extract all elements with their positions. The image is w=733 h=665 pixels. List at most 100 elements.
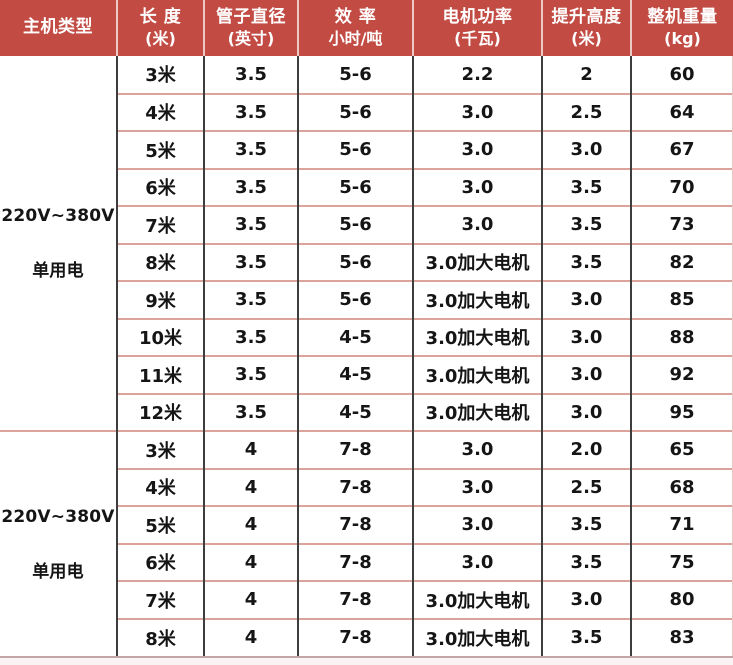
- cell: 7-8: [297, 580, 413, 619]
- cell: 6米: [116, 167, 204, 206]
- cell: 3.0: [412, 542, 542, 581]
- cell: 67: [630, 130, 733, 169]
- table-row: 10米 3.5 4-5 3.0加大电机 3.0 88: [0, 317, 733, 356]
- cell: 2.5: [541, 92, 631, 131]
- cell: 2: [541, 56, 631, 94]
- cell: 65: [630, 430, 733, 469]
- cell: 3.0: [412, 505, 542, 544]
- table-row: 7米 4 7-8 3.0加大电机 3.0 80: [0, 580, 733, 619]
- cell: 3.0: [412, 130, 542, 169]
- cell: 82: [630, 242, 733, 281]
- cell: 60: [630, 56, 733, 94]
- column-header-unit: (米): [145, 28, 176, 48]
- cell: 3.0加大电机: [412, 392, 542, 431]
- cell: 3.5: [203, 317, 298, 356]
- cell: 4-5: [297, 355, 413, 394]
- column-header-unit: (米): [571, 28, 602, 48]
- column-header: 主机类型: [0, 0, 117, 56]
- cell: 8米: [116, 242, 204, 281]
- cell: 3.5: [541, 205, 631, 244]
- table-body: 220V~380V 单用电 3米 3.5 5-6 2.2 2 60 4米 3.5 5-6 3.0 2.5…: [0, 56, 733, 656]
- cell: 4米: [116, 467, 204, 506]
- column-header: 效 率小时/吨: [297, 0, 413, 56]
- column-header: 整机重量 (kg): [630, 0, 733, 56]
- cell: 4米: [116, 92, 204, 131]
- cell: 3.5: [541, 167, 631, 206]
- column-header-title: 提升高度: [551, 7, 622, 28]
- cell: 2.2: [412, 56, 542, 94]
- cell: 3米: [116, 56, 204, 94]
- cell: 3.0加大电机: [412, 580, 542, 619]
- cell: 95: [630, 392, 733, 431]
- table-row: 5米 4 7-8 3.0 3.5 71: [0, 505, 733, 544]
- cell: 3.5: [203, 355, 298, 394]
- column-header: 长 度 (米): [116, 0, 204, 56]
- cell: 3.5: [541, 542, 631, 581]
- cell: 5-6: [297, 205, 413, 244]
- table-row: 220V~380V 单用电 3米 3.5 5-6 2.2 2 60: [0, 56, 733, 431]
- cell: 3.0: [541, 317, 631, 356]
- group-voltage-label: 220V~380V: [1, 205, 115, 226]
- cell: 73: [630, 205, 733, 244]
- column-header-title: 整机重量: [647, 7, 718, 28]
- cell: 4: [203, 542, 298, 581]
- column-header-title: 电机功率: [442, 7, 513, 28]
- column-header-title: 效 率: [334, 7, 377, 28]
- cell: 7米: [116, 580, 204, 619]
- cell: 4-5: [297, 317, 413, 356]
- cell: 3米: [116, 430, 204, 469]
- host-type-group-cell: 220V~380V 单用电: [0, 56, 117, 431]
- cell: 5-6: [297, 280, 413, 319]
- cell: 4: [203, 617, 298, 656]
- table-row: 8米 4 7-8 3.0加大电机 3.5 83: [0, 617, 733, 656]
- table-row: 7米 3.5 5-6 3.0 3.5 73: [0, 205, 733, 244]
- cell: 71: [630, 505, 733, 544]
- cell: 3.0加大电机: [412, 355, 542, 394]
- cell: 3.5: [541, 242, 631, 281]
- table-row: 220V~380V 单用电 3米 4 7-8 3.0 2.0 65: [0, 430, 733, 656]
- column-header-title: 主机类型: [23, 17, 93, 38]
- cell: 7-8: [297, 430, 413, 469]
- cell: 3.5: [541, 505, 631, 544]
- column-header-unit: (英寸): [227, 28, 275, 48]
- cell: 70: [630, 167, 733, 206]
- cell: 5-6: [297, 242, 413, 281]
- cell: 80: [630, 580, 733, 619]
- cell: 5-6: [297, 56, 413, 94]
- column-header-unit: (千瓦): [454, 28, 501, 48]
- column-header-title: 长 度: [139, 7, 182, 28]
- table-row: 5米 3.5 5-6 3.0 3.0 67: [0, 130, 733, 169]
- cell: 2.0: [541, 430, 631, 469]
- cell: 3.0: [541, 130, 631, 169]
- cell: 3.5: [203, 205, 298, 244]
- table-row: 9米 3.5 5-6 3.0加大电机 3.0 85: [0, 280, 733, 319]
- table-header: 主机类型长 度 (米) 管子直径 (英寸) 效 率小时/吨 电机功率 (千瓦) 提升高度 (米)…: [0, 0, 733, 56]
- cell: 3.0: [412, 92, 542, 131]
- cell: 3.5: [203, 392, 298, 431]
- group-power-mode-label: 单用电: [32, 561, 84, 582]
- cell: 7-8: [297, 542, 413, 581]
- table-row: 8米 3.5 5-6 3.0加大电机 3.5 82: [0, 242, 733, 281]
- cell: 85: [630, 280, 733, 319]
- cell: 8米: [116, 617, 204, 656]
- cell: 3.5: [203, 130, 298, 169]
- cell: 3.0: [412, 205, 542, 244]
- table-bottom-edge: [0, 656, 733, 665]
- table-row: 4米 3.5 5-6 3.0 2.5 64: [0, 92, 733, 131]
- cell: 7-8: [297, 617, 413, 656]
- group-voltage-label: 220V~380V: [1, 506, 115, 527]
- cell: 3.5: [203, 242, 298, 281]
- cell: 3.0加大电机: [412, 317, 542, 356]
- cell: 6米: [116, 542, 204, 581]
- cell: 64: [630, 92, 733, 131]
- cell: 3.0: [412, 167, 542, 206]
- cell: 2.5: [541, 467, 631, 506]
- cell: 7-8: [297, 505, 413, 544]
- header-row: 主机类型长 度 (米) 管子直径 (英寸) 效 率小时/吨 电机功率 (千瓦) 提升高度 (米)…: [0, 0, 733, 56]
- cell: 3.0: [541, 355, 631, 394]
- cell: 5米: [116, 505, 204, 544]
- cell: 3.0加大电机: [412, 242, 542, 281]
- cell: 3.5: [541, 617, 631, 656]
